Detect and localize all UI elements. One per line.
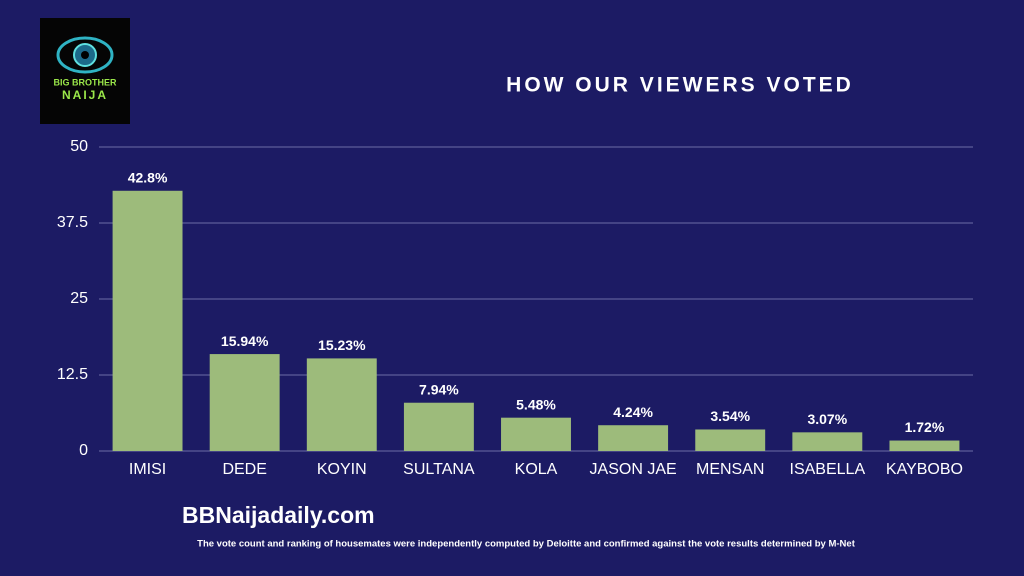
- bar: [403, 402, 474, 451]
- logo-text: BIG BROTHER: [54, 77, 118, 87]
- y-tick-label: 12.5: [57, 366, 88, 383]
- chart-title: HOW OUR VIEWERS VOTED: [506, 74, 854, 97]
- bar: [889, 440, 960, 451]
- value-label: 15.23%: [318, 337, 366, 353]
- value-label: 3.54%: [710, 408, 750, 424]
- logo-pupil: [81, 51, 89, 59]
- x-tick-label: SULTANA: [403, 461, 475, 478]
- x-tick-label: IMISI: [129, 461, 166, 478]
- bar: [112, 190, 183, 451]
- bar: [209, 354, 280, 451]
- x-tick-label: ISABELLA: [790, 461, 866, 478]
- y-tick-label: 37.5: [57, 214, 88, 231]
- x-tick-label: MENSAN: [696, 461, 764, 478]
- x-tick-label: KAYBOBO: [886, 461, 963, 478]
- x-tick-label: KOLA: [515, 461, 558, 478]
- x-tick-label: JASON JAE: [590, 461, 677, 478]
- bar: [598, 425, 669, 451]
- value-label: 15.94%: [221, 333, 269, 349]
- value-label: 7.94%: [419, 381, 459, 397]
- value-label: 42.8%: [128, 169, 168, 185]
- value-label: 4.24%: [613, 404, 653, 420]
- value-label: 1.72%: [905, 419, 945, 435]
- bar: [792, 432, 863, 451]
- bar: [695, 429, 766, 451]
- y-tick-label: 25: [70, 290, 88, 307]
- logo-eye: [56, 36, 114, 74]
- source: BBNaijadaily.com: [182, 502, 375, 528]
- value-label: 5.48%: [516, 396, 556, 412]
- x-tick-label: KOYIN: [317, 461, 367, 478]
- footnote: The vote count and ranking of housemates…: [197, 539, 856, 550]
- bar: [306, 358, 377, 451]
- logo-text: NAIJA: [62, 88, 108, 102]
- value-label: 3.07%: [807, 411, 847, 427]
- logo: BIG BROTHER NAIJA: [40, 18, 130, 124]
- bar: [501, 417, 571, 451]
- y-tick-label: 50: [70, 138, 88, 155]
- y-tick-label: 0: [79, 442, 88, 459]
- x-tick-label: DEDE: [222, 461, 266, 478]
